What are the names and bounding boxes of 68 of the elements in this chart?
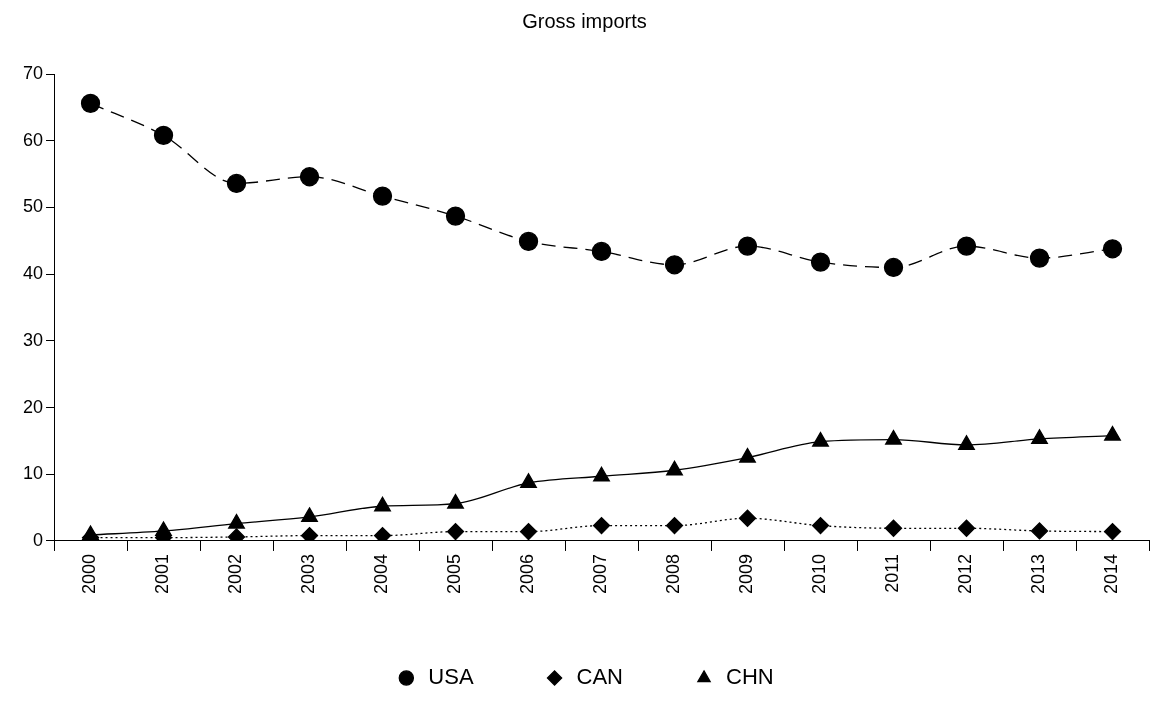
point: [885, 429, 902, 445]
point: [446, 522, 465, 541]
y-tick-label: 20: [22, 396, 44, 417]
point: [739, 447, 756, 463]
chart-title: Gross imports: [522, 9, 647, 32]
legend-label: USA: [428, 664, 474, 690]
point: [447, 493, 464, 509]
point: [80, 93, 101, 113]
y-tick-label: 40: [22, 263, 44, 284]
point: [957, 519, 976, 537]
x-tick-label: 2010: [809, 553, 830, 594]
x-tick-label: 2008: [663, 553, 684, 594]
point: [883, 257, 904, 278]
x-tick-label: 2005: [444, 553, 465, 594]
point: [1031, 429, 1048, 445]
x-tick-label: 2006: [517, 553, 538, 594]
point: [1104, 425, 1121, 441]
y-tick-label: 0: [33, 529, 44, 550]
x-tick-label: 2003: [298, 553, 319, 594]
point: [226, 173, 247, 194]
point: [1103, 522, 1122, 541]
x-tick-label: 2007: [590, 553, 611, 594]
point: [301, 507, 318, 523]
x-tick-label: 2009: [736, 553, 757, 594]
point: [665, 516, 684, 535]
point: [958, 435, 975, 451]
point: [812, 431, 829, 447]
x-tick-label: 2002: [225, 553, 246, 594]
legend-label: CHN: [726, 664, 774, 690]
point: [155, 521, 172, 537]
x-tick-label: 2001: [152, 553, 173, 594]
point: [1029, 248, 1050, 268]
point: [738, 509, 757, 527]
point: [153, 125, 174, 146]
point: [519, 522, 538, 541]
point: [811, 516, 830, 535]
point: [1030, 522, 1049, 540]
point: [592, 516, 611, 535]
x-tick-label: 2012: [955, 553, 976, 594]
point: [591, 241, 612, 262]
point: [956, 236, 977, 256]
point: [664, 255, 685, 275]
point: [299, 167, 320, 187]
y-tick-label: 70: [22, 62, 44, 83]
x-tick-label: 2013: [1028, 553, 1049, 594]
point: [593, 466, 610, 482]
y-tick-label: 30: [22, 329, 44, 350]
point: [373, 526, 392, 541]
point: [518, 231, 539, 252]
point: [810, 252, 831, 272]
point: [228, 513, 245, 529]
legend-label: CAN: [576, 664, 624, 690]
point: [737, 236, 758, 256]
point: [300, 526, 319, 541]
point: [520, 473, 537, 489]
point: [666, 460, 683, 476]
x-tick-label: 2011: [882, 553, 903, 593]
y-tick-label: 60: [22, 129, 44, 150]
point: [374, 496, 391, 512]
x-tick-label: 2014: [1101, 553, 1122, 594]
point: [884, 519, 903, 537]
x-tick-label: 2004: [371, 553, 392, 594]
point: [1102, 239, 1123, 259]
y-tick-label: 50: [22, 196, 44, 217]
point: [372, 186, 393, 206]
x-tick-label: 2000: [79, 553, 100, 594]
y-tick-label: 10: [22, 463, 44, 484]
point: [445, 206, 466, 226]
